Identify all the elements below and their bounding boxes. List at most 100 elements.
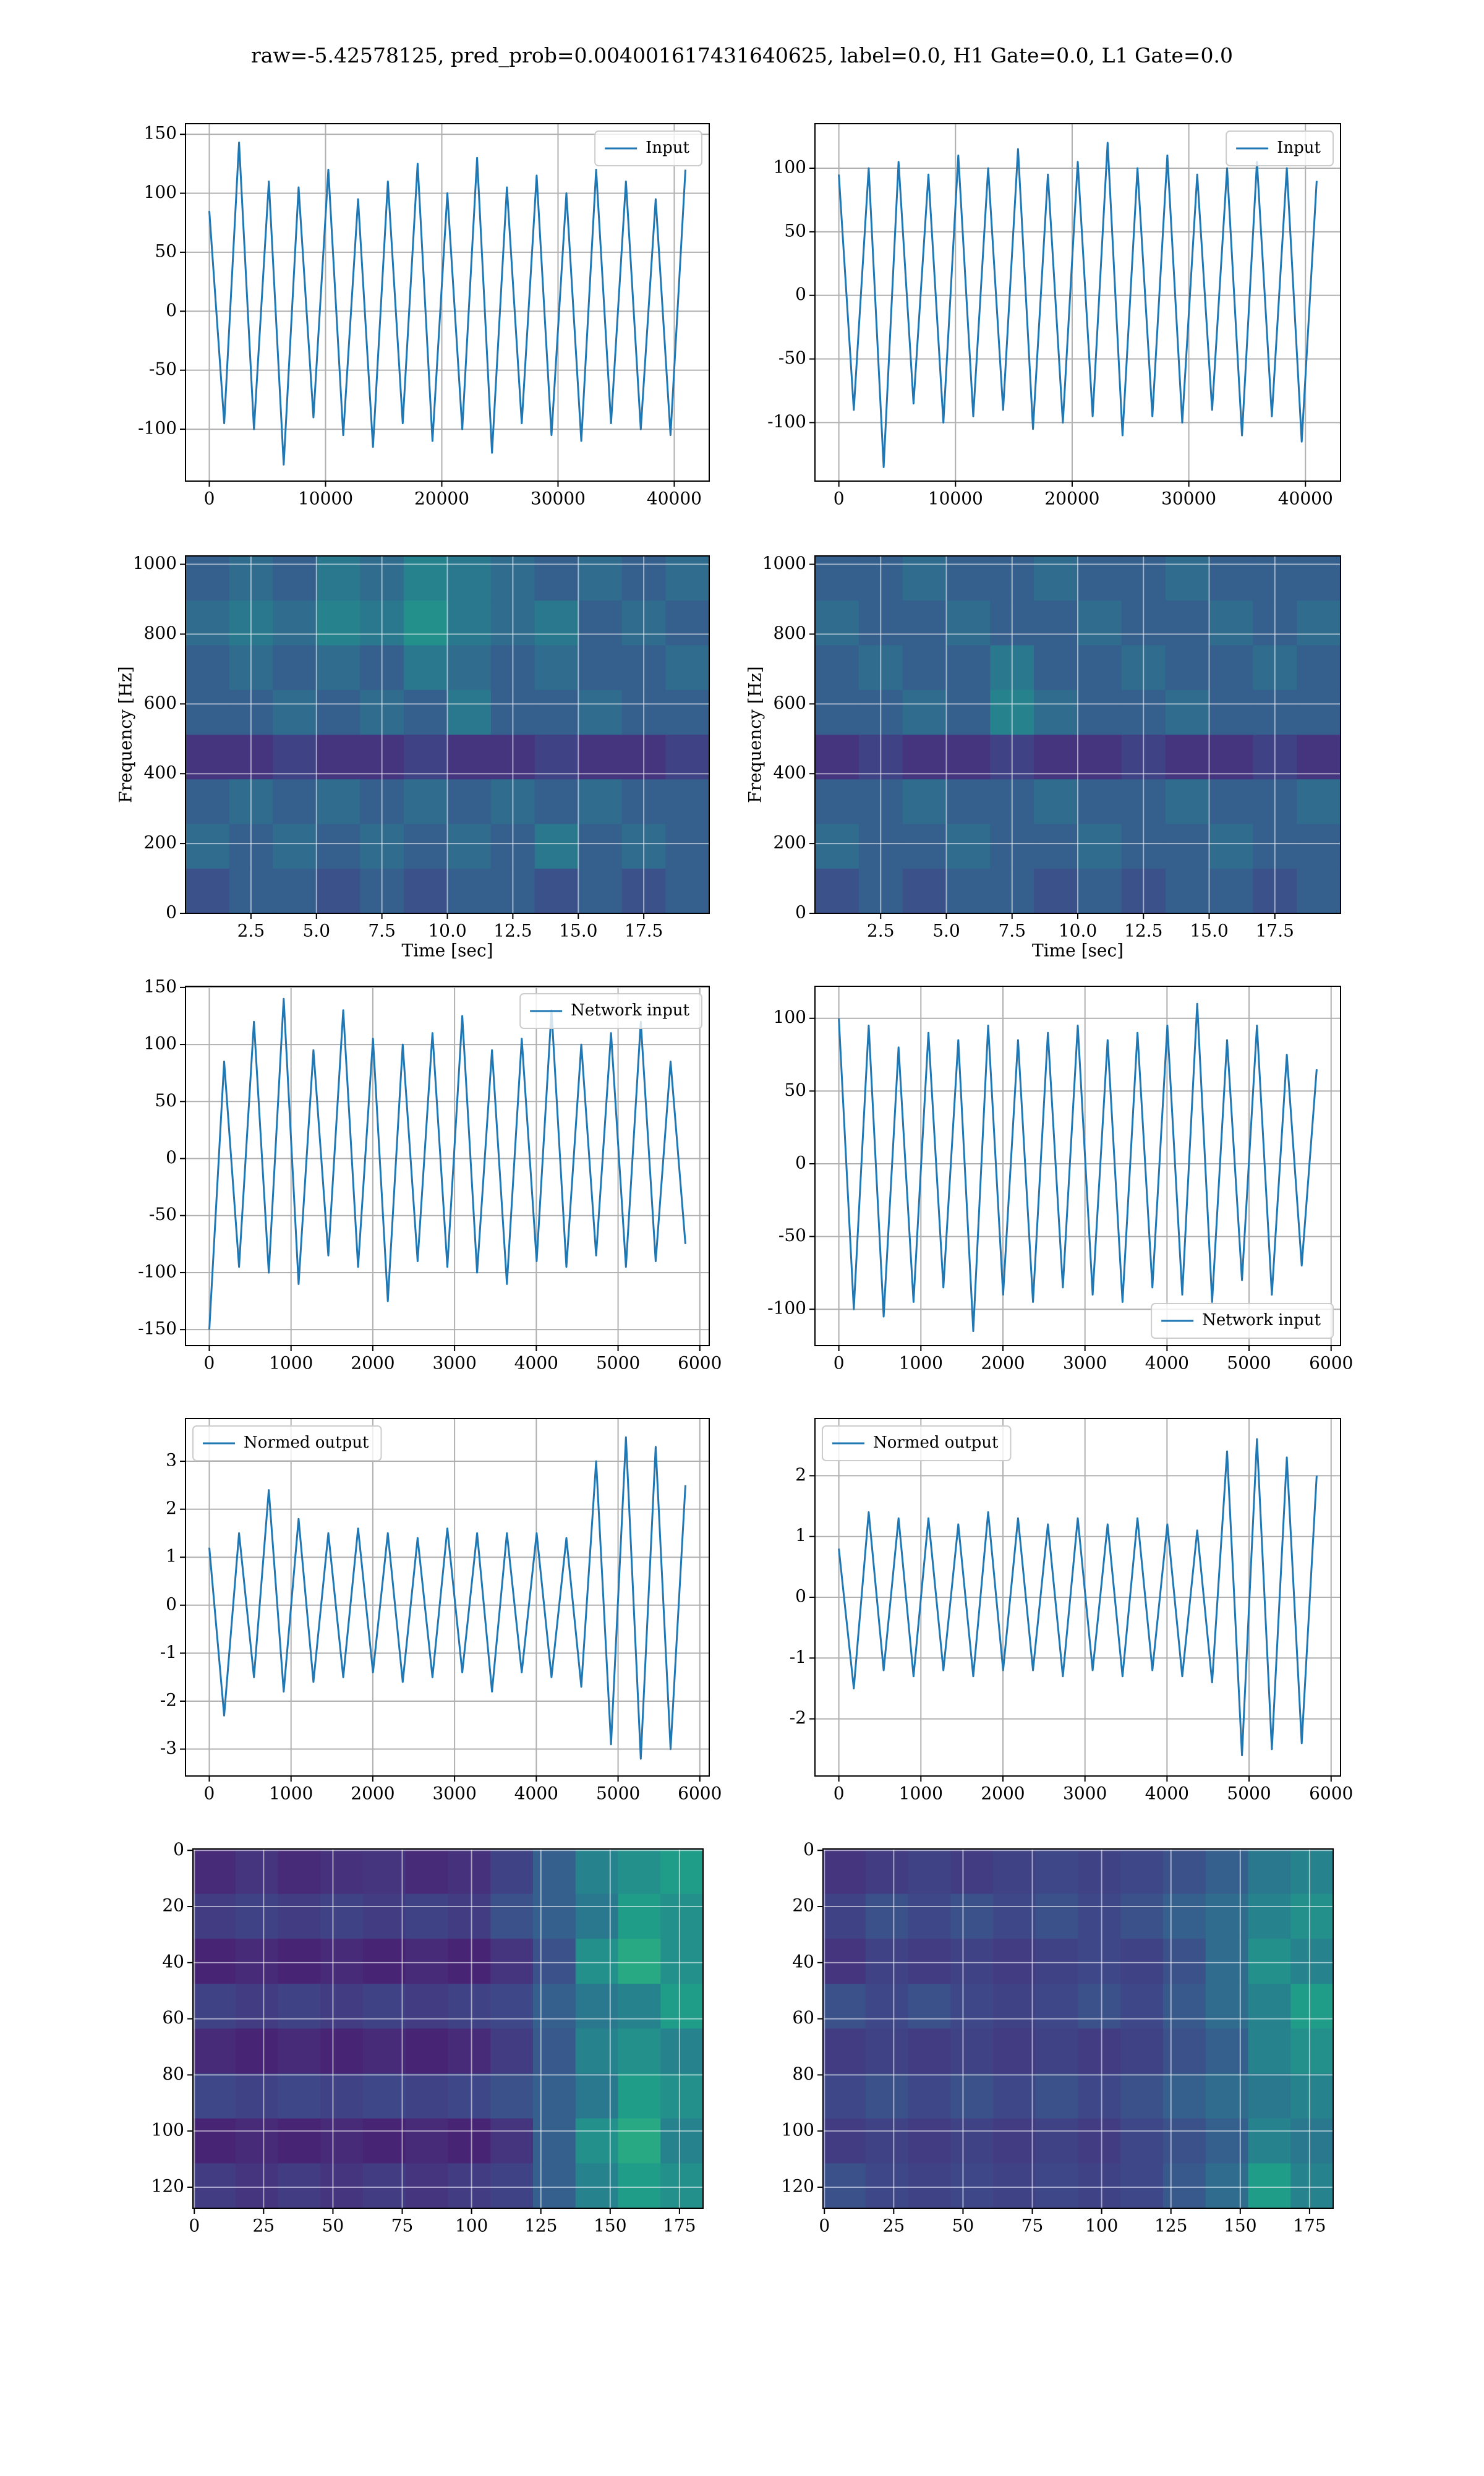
heatmap-cell: [1163, 1983, 1206, 2030]
heatmap-cell: [273, 556, 317, 601]
heatmap-cell: [823, 2118, 866, 2164]
y-tick-label: 0: [803, 1839, 814, 1859]
heatmap-cell: [950, 2073, 994, 2119]
heatmap-cell: [815, 600, 859, 646]
series-line: [208, 1436, 686, 1760]
heatmap-cell: [578, 735, 623, 780]
heatmap-cell: [1297, 645, 1341, 691]
heatmap-cell: [363, 2073, 406, 2119]
heatmap-cell: [865, 2028, 909, 2074]
x-tick-label: 6000: [1309, 1783, 1353, 1804]
x-tick-label: 5.0: [932, 921, 960, 941]
axes-frame: [185, 1418, 710, 1777]
y-tick-label: 20: [792, 1895, 814, 1916]
y-tick-label: 0: [795, 1586, 806, 1607]
panel: 2.5 5.0 7.5 10.0 12.5 15.0 17.5 0 200 400 600 800 10…: [745, 553, 1341, 961]
heatmap-cell: [490, 1983, 534, 2030]
heatmap-cell: [993, 2118, 1036, 2164]
heatmap-cell: [1078, 1893, 1121, 1939]
heatmap-cell: [908, 2163, 951, 2209]
heatmap-cell: [193, 1939, 236, 1984]
y-tick-label: 120: [151, 2175, 184, 2196]
x-tick-label: 0: [819, 2216, 830, 2236]
heatmap-cell: [665, 824, 710, 869]
heatmap-cell: [1078, 556, 1122, 601]
legend-label: Network input: [1202, 1311, 1321, 1330]
heatmap-cell: [316, 556, 360, 601]
heatmap-cell: [186, 556, 230, 601]
axes-frame: [192, 1848, 704, 2209]
heatmap-cell: [278, 1983, 321, 2030]
heatmap-cell: [865, 1983, 909, 2030]
heatmap-cell: [447, 824, 492, 869]
legend-box: [594, 130, 702, 166]
heatmap-cell: [660, 1849, 704, 1895]
heatmap-cell: [618, 1983, 661, 2030]
heatmap-cell: [946, 824, 991, 869]
heatmap-cell: [660, 1939, 704, 1984]
heatmap-cell: [405, 2163, 449, 2209]
heatmap-cell: [1120, 1893, 1164, 1939]
heatmap-cell: [665, 600, 710, 646]
heatmap-cell: [1078, 868, 1122, 914]
heatmap-cell: [823, 1939, 866, 1984]
y-tick-label: -1: [790, 1647, 806, 1667]
heatmap-cell: [1120, 2163, 1164, 2209]
heatmap-cell: [1120, 1849, 1164, 1895]
heatmap-cell: [403, 600, 448, 646]
heatmap-cell: [1248, 1893, 1291, 1939]
heatmap-cell: [665, 645, 710, 691]
heatmap-cell: [578, 868, 623, 914]
heatmap-cell: [405, 1983, 449, 2030]
heatmap-cell: [902, 824, 947, 869]
heatmap-cell: [1205, 1983, 1249, 2030]
x-tick-label: 0: [204, 489, 215, 509]
y-tick-label: 400: [144, 762, 177, 783]
heatmap-cell: [1297, 868, 1341, 914]
y-tick-label: 2: [166, 1498, 177, 1518]
x-tick-label: 1000: [269, 1783, 313, 1804]
heatmap-cell: [533, 2028, 576, 2074]
heatmap-cell: [1209, 868, 1253, 914]
x-tick-label: 100: [1085, 2216, 1118, 2236]
heatmap-cell: [575, 1939, 619, 1984]
heatmap-cell: [950, 2028, 994, 2074]
x-tick-label: 50: [322, 2216, 344, 2236]
heatmap-cell: [1034, 556, 1078, 601]
heatmap-cell: [533, 1849, 576, 1895]
heatmap-cell: [403, 645, 448, 691]
x-tick-label: 75: [391, 2216, 414, 2236]
y-tick-label: 120: [782, 2175, 814, 2196]
heatmap-cell: [320, 2163, 364, 2209]
heatmap-cell: [1297, 556, 1341, 601]
heatmap-cell: [403, 556, 448, 601]
y-tick-label: -3: [160, 1738, 177, 1758]
axes-frame: [185, 123, 710, 482]
y-tick-label: 0: [795, 902, 806, 923]
heatmap-cell: [235, 1983, 279, 2030]
heatmap-cell: [660, 2028, 704, 2074]
y-tick-label: 50: [155, 241, 177, 261]
heatmap-cell: [618, 2073, 661, 2119]
heatmap-cell: [1078, 824, 1122, 869]
heatmap-cell: [316, 645, 360, 691]
heatmap-cell: [533, 1893, 576, 1939]
y-tick-label: 50: [155, 1090, 177, 1111]
heatmap-cell: [1034, 868, 1078, 914]
y-tick-label: 60: [162, 2007, 184, 2028]
heatmap-cell: [235, 1939, 279, 1984]
x-tick-label: 3000: [433, 1783, 477, 1804]
x-tick-label: 4000: [514, 1353, 558, 1373]
heatmap-cell: [865, 1893, 909, 1939]
x-tick-label: 5000: [1227, 1353, 1271, 1373]
y-tick-label: -50: [149, 359, 177, 379]
heatmap-cell: [490, 1849, 534, 1895]
heatmap-cell: [950, 1939, 994, 1984]
heatmap-cell: [405, 1939, 449, 1984]
heatmap-cell: [490, 2163, 534, 2209]
heatmap-cell: [273, 645, 317, 691]
y-tick-label: 50: [784, 220, 806, 241]
x-tick-label: 5.0: [302, 921, 330, 941]
heatmap-cell: [1165, 779, 1210, 825]
heatmap-cell: [815, 556, 859, 601]
